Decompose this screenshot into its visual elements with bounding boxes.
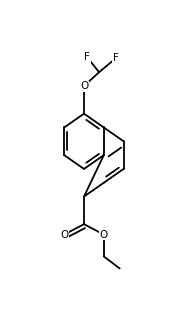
Text: O: O bbox=[100, 230, 108, 240]
Text: F: F bbox=[84, 52, 90, 62]
Text: F: F bbox=[113, 53, 119, 63]
Text: O: O bbox=[80, 81, 88, 91]
Text: O: O bbox=[60, 230, 68, 240]
